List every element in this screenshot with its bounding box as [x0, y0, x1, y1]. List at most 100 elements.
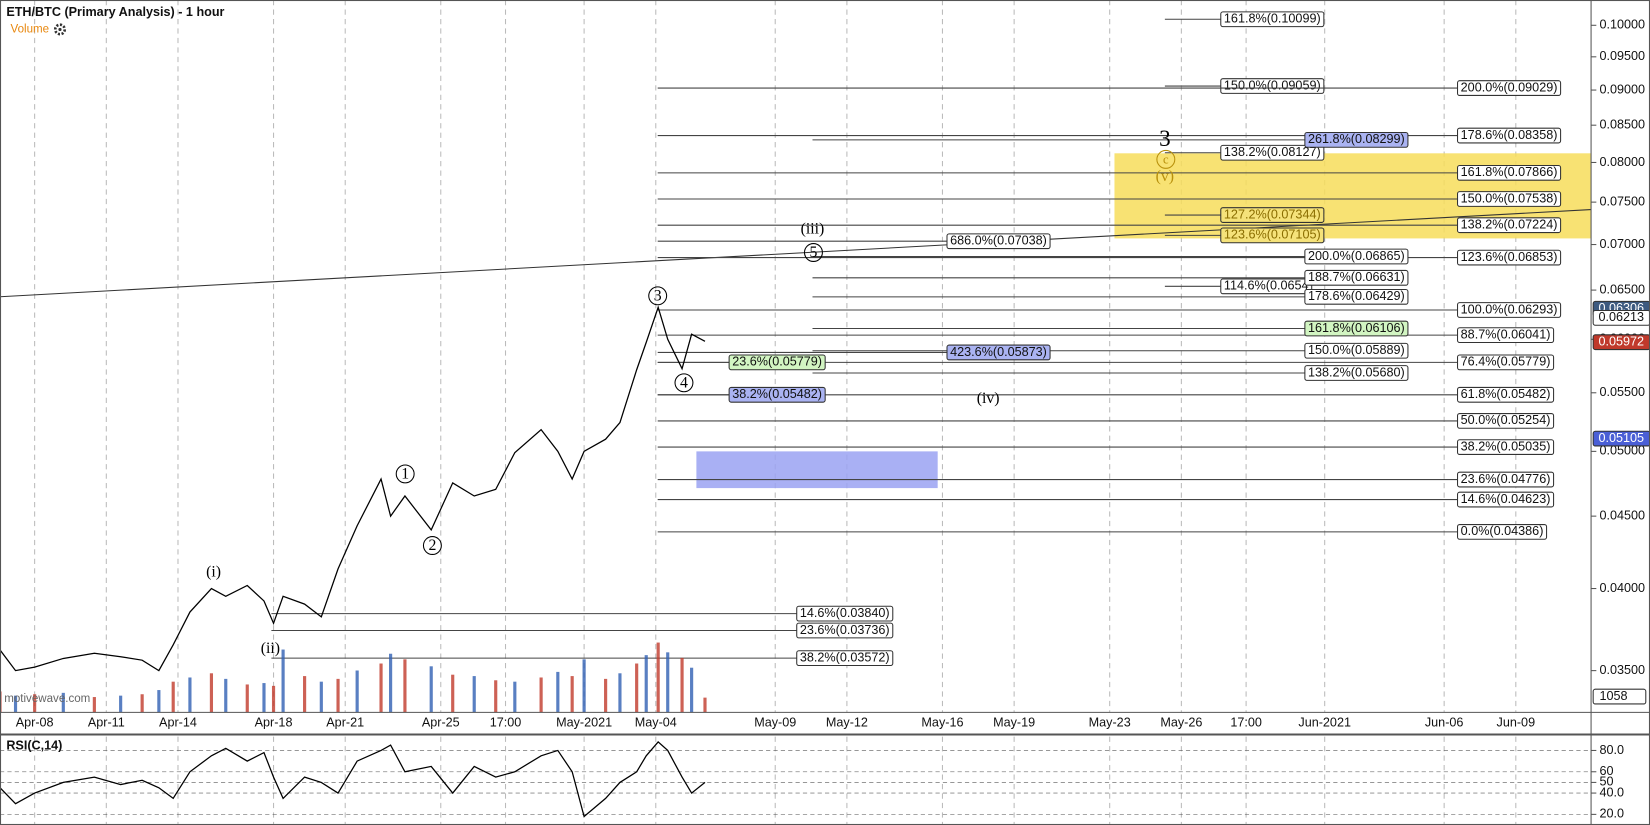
x-tick-label: Jun-2021 [1298, 715, 1351, 729]
fib-label: 100.0%(0.06293) [1461, 302, 1558, 316]
x-tick-label: May-2021 [556, 715, 612, 729]
x-tick-label: 17:00 [1230, 715, 1262, 729]
volume-bar [119, 695, 123, 713]
rsi-tick-label: 80.0 [1599, 743, 1624, 757]
volume-bar [319, 681, 323, 713]
volume-bar [513, 681, 517, 713]
x-tick-label: Jun-06 [1425, 715, 1464, 729]
volume-bar [209, 673, 214, 713]
volume-bar [157, 690, 161, 713]
x-tick-label: Apr-11 [88, 715, 125, 729]
wave-label: (i) [206, 564, 221, 581]
wave-label: 5 [810, 244, 818, 261]
fib-label-box [1304, 132, 1409, 148]
gear-center [58, 27, 62, 32]
volume-bar [494, 680, 498, 713]
volume-bar [556, 671, 560, 713]
fib-label: 178.6%(0.08358) [1461, 128, 1558, 142]
fib-label: 0.0%(0.04386) [1461, 524, 1544, 538]
fib-label-box [728, 386, 826, 403]
volume-bar [33, 694, 37, 713]
volume-bar [336, 678, 340, 713]
y-tick-label: 0.05000 [1599, 444, 1645, 458]
fib-label: 138.2%(0.07224) [1461, 218, 1558, 232]
fib-label: 23.6%(0.03736) [800, 623, 890, 637]
fib-label-box [1304, 288, 1409, 305]
rsi-tick-label: 20.0 [1599, 807, 1624, 821]
price-marker [1592, 334, 1650, 351]
fib-label: 686.0%(0.07038) [950, 234, 1047, 248]
wave-label: (ii) [261, 640, 280, 657]
fib-label-box [1304, 269, 1409, 286]
y-tick-label: 0.04500 [1599, 508, 1645, 522]
price-marker-label: 0.05105 [1598, 431, 1644, 445]
volume-bar [451, 674, 455, 713]
fib-label-box [946, 233, 1051, 250]
wave-label: 1 [401, 466, 409, 483]
fib-label-box [1457, 354, 1555, 371]
volume-bar [303, 676, 307, 713]
x-tick-label: May-12 [826, 715, 868, 729]
volume-bar [379, 663, 383, 713]
fib-label-box [946, 344, 1051, 361]
volume-bar [618, 673, 622, 713]
x-tick-label: Apr-14 [159, 715, 197, 729]
x-tick-label: Apr-08 [16, 715, 54, 729]
fib-label: 50.0%(0.05254) [1461, 413, 1551, 427]
y-tick-label: 0.07500 [1599, 194, 1645, 208]
wave-label: 3 [1159, 126, 1171, 152]
fib-label-box [1457, 249, 1562, 266]
fib-label: 178.6%(0.06429) [1308, 289, 1405, 303]
x-tick-label: May-04 [635, 715, 677, 729]
volume-bar [140, 694, 144, 713]
fib-label-box [796, 650, 894, 666]
x-tick-label: Jun-09 [1497, 715, 1536, 729]
gear[interactable] [53, 23, 67, 36]
rsi-tick-label: 50 [1599, 775, 1613, 789]
volume-bar [604, 678, 608, 713]
volume-marker-box [1592, 688, 1647, 705]
fib-label-box [1457, 217, 1562, 234]
fib-label-box [1457, 439, 1555, 455]
volume-bar [690, 667, 694, 713]
price-marker-label: 0.06213 [1598, 310, 1644, 324]
fib-label: 38.2%(0.03572) [800, 650, 890, 664]
fib-label-box [1304, 342, 1409, 359]
settings-icon[interactable] [53, 23, 67, 36]
fib-label-box [1304, 248, 1409, 265]
x-tick-label: May-16 [921, 715, 963, 729]
volume-bar [635, 663, 639, 713]
y-tick-label: 0.09000 [1599, 82, 1645, 96]
volume-bar [403, 659, 407, 713]
fib-label: 14.6%(0.04623) [1461, 492, 1551, 506]
y-tick-label: 0.10000 [1599, 18, 1645, 32]
fib-label-box [1220, 11, 1325, 28]
volume-bar [224, 678, 228, 713]
x-tick-label: May-09 [754, 715, 796, 729]
fib-label-box [1304, 320, 1409, 337]
fib-label: 188.7%(0.06631) [1308, 270, 1405, 284]
fib-label: 150.0%(0.09059) [1224, 78, 1321, 92]
fib-label: 114.6%(0.0654 [1224, 279, 1309, 293]
fib-label: 161.8%(0.10099) [1224, 12, 1321, 26]
wave-circle [422, 536, 442, 555]
fib-label-box [1457, 127, 1562, 144]
fib-label-box [1220, 227, 1325, 244]
y-tick-label: 0.08000 [1599, 155, 1645, 169]
volume-bar [582, 659, 586, 713]
fib-label-box [1457, 471, 1555, 488]
fib-label-box [1457, 413, 1555, 429]
fib-label-box [1457, 80, 1562, 96]
volume-bar [188, 677, 192, 713]
volume-bar [271, 685, 276, 713]
trendline [0, 209, 1592, 298]
fib-label: 88.7%(0.06041) [1461, 327, 1551, 341]
volume-bar [245, 684, 249, 713]
fib-label: 38.2%(0.05482) [732, 387, 822, 401]
fib-label-box [1457, 191, 1562, 207]
fib-label-box [1457, 524, 1548, 540]
volume-marker: 1058 [1599, 689, 1627, 703]
